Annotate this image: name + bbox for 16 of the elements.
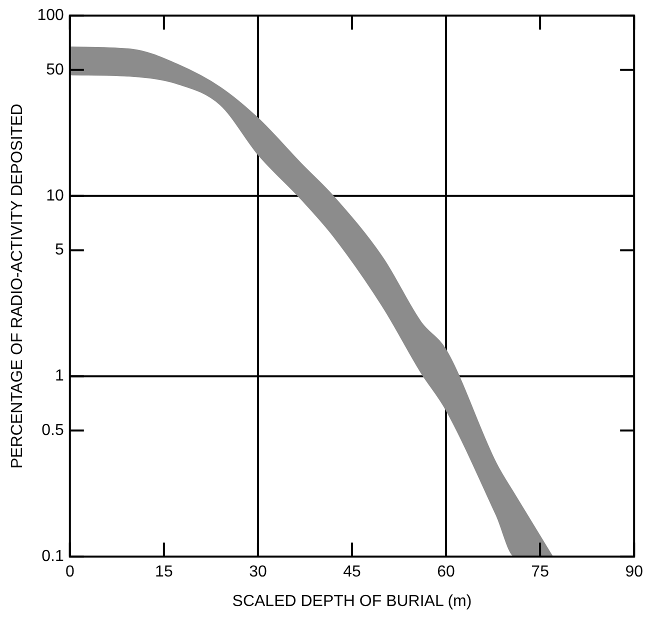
y-tick-label: 0.5 (42, 422, 64, 439)
x-tick-label: 75 (531, 564, 550, 581)
x-tick-label: 60 (437, 564, 456, 581)
x-tick-label: 45 (343, 564, 361, 581)
x-tick-label: 90 (625, 564, 644, 581)
y-tick-label: 50 (46, 61, 64, 78)
x-tick-label: 15 (155, 564, 173, 581)
y-tick-label: 5 (54, 242, 64, 259)
y-tick-label: 10 (46, 187, 64, 204)
y-tick-label: 100 (37, 7, 64, 24)
x-tick-label: 0 (65, 564, 74, 581)
y-axis-title: PERCENTAGE OF RADIO-ACTIVITY DEPOSITED (9, 104, 26, 468)
x-tick-label: 30 (249, 564, 267, 581)
y-tick-label: 0.1 (42, 548, 64, 566)
x-axis-title: SCALED DEPTH OF BURIAL (m) (232, 592, 472, 610)
y-tick-label: 1 (54, 368, 64, 385)
